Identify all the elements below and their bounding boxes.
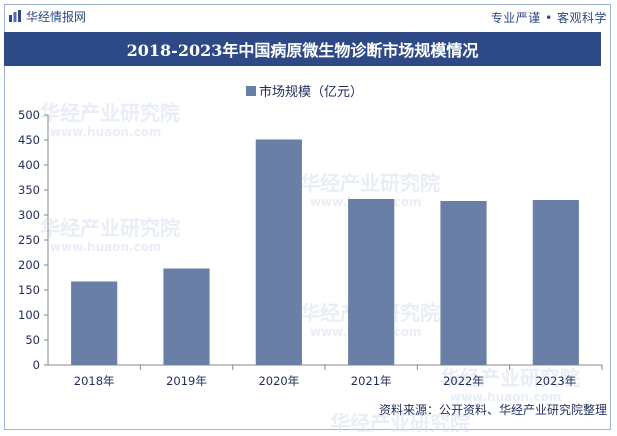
y-tick-label: 50 bbox=[25, 333, 40, 347]
x-tick-label: 2023年 bbox=[535, 374, 576, 388]
watermark-url: www.huaon.com bbox=[50, 240, 161, 254]
bar bbox=[440, 201, 487, 365]
bar bbox=[71, 281, 118, 365]
bar bbox=[163, 268, 210, 365]
bar bbox=[348, 199, 395, 365]
source-note: 资料来源：公开资料、华经产业研究院整理 bbox=[378, 403, 607, 417]
brand: 华经情报网 bbox=[8, 8, 86, 24]
bar bbox=[532, 200, 579, 365]
watermark-url: www.huaon.com bbox=[50, 125, 161, 139]
y-tick-label: 150 bbox=[18, 283, 40, 297]
axes bbox=[44, 114, 603, 370]
y-tick-label: 400 bbox=[18, 158, 40, 172]
x-tick-label: 2019年 bbox=[166, 374, 207, 388]
y-axis-labels: 0 50 100 150 200 250 300 350 400 450 500 bbox=[18, 108, 40, 372]
x-tick-label: 2021年 bbox=[351, 374, 392, 388]
legend: 市场规模（亿元） bbox=[246, 84, 363, 100]
y-tick-label: 100 bbox=[18, 308, 40, 322]
x-axis-labels: 2018年 2019年 2020年 2021年 2022年 2023年 bbox=[74, 374, 576, 388]
bars bbox=[71, 139, 579, 365]
brand-logo-icon bbox=[9, 10, 21, 22]
watermark-url: www.huaon.com bbox=[450, 390, 561, 404]
watermark-text: 华经产业研究院 bbox=[40, 101, 180, 125]
y-tick-label: 450 bbox=[18, 133, 40, 147]
brand-name: 华经情报网 bbox=[26, 9, 87, 24]
top-bar: 华经情报网 专业严谨 • 客观科学 bbox=[0, 0, 617, 30]
y-tick-label: 350 bbox=[18, 183, 40, 197]
y-tick-label: 200 bbox=[18, 258, 40, 272]
y-tick-label: 300 bbox=[18, 208, 40, 222]
y-tick-label: 0 bbox=[33, 358, 40, 372]
watermark-text: 华经产业研究院 bbox=[330, 411, 470, 435]
x-tick-label: 2022年 bbox=[443, 374, 484, 388]
watermark-text: 华经产业研究院 bbox=[300, 171, 440, 195]
legend-label: 市场规模（亿元） bbox=[259, 84, 363, 100]
chart-title: 2018-2023年中国病原微生物诊断市场规模情况 bbox=[126, 41, 479, 60]
x-tick-label: 2018年 bbox=[74, 374, 115, 388]
watermark-text: 华经产业研究院 bbox=[40, 216, 180, 240]
legend-swatch bbox=[246, 86, 256, 96]
bar bbox=[255, 139, 302, 365]
y-tick-label: 250 bbox=[18, 233, 40, 247]
title-bar: 2018-2023年中国病原微生物诊断市场规模情况 bbox=[4, 32, 601, 66]
watermark-layer: 华经产业研究院www.huaon.com华经产业研究院www.huaon.com… bbox=[40, 101, 580, 436]
y-tick-label: 500 bbox=[18, 108, 40, 122]
x-tick-label: 2020年 bbox=[258, 374, 299, 388]
slogan: 专业严谨 • 客观科学 bbox=[490, 11, 607, 25]
